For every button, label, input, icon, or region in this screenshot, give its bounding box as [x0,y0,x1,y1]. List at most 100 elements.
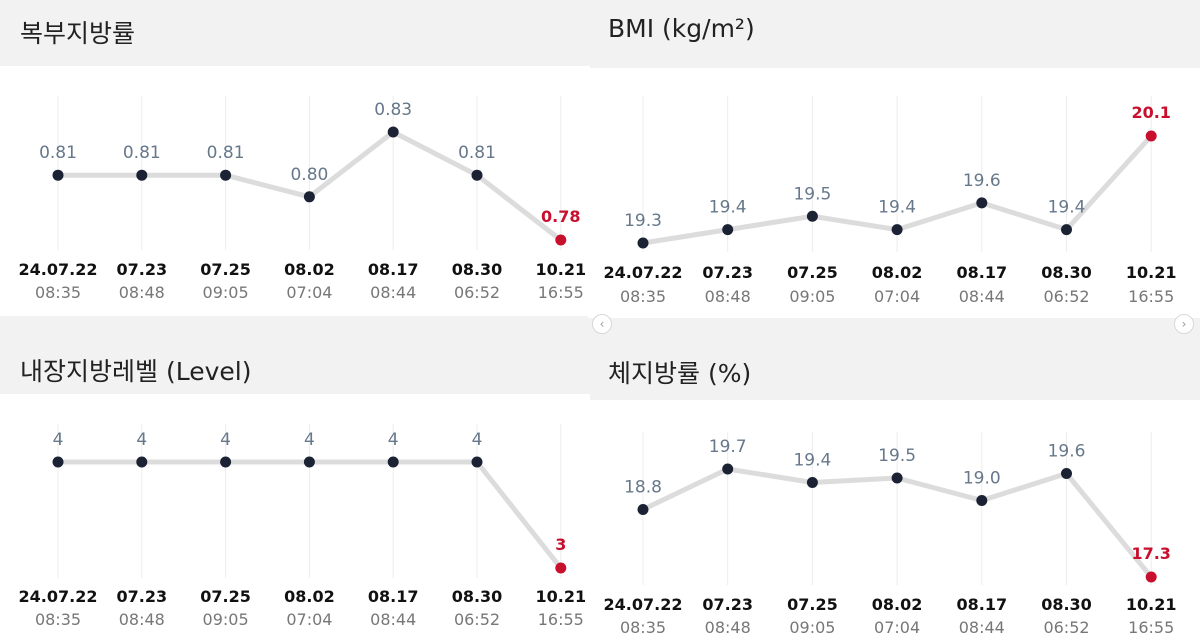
data-label: 0.81 [123,143,161,163]
x-tick-time: 07:04 [874,287,920,306]
chart-panel-abdominal-fat: 복부지방률 0.81 24.07.22 08:35 0.81 07.23 08:48 0.8… [0,0,590,316]
data-label: 0.81 [458,143,496,163]
x-tick-date: 07.25 [787,595,838,614]
x-tick-date: 08.30 [1041,263,1092,282]
chart-title: 복부지방률 [20,19,136,48]
x-tick-time: 06:52 [1043,618,1089,635]
x-tick-date: 07.23 [702,263,753,282]
data-label: 19.4 [1048,198,1086,218]
data-label: 19.6 [1048,442,1086,462]
data-point [891,224,903,236]
data-point [722,463,734,475]
data-point [303,456,315,468]
x-tick-time: 07:04 [286,610,332,629]
bmi-chart: 19.3 24.07.22 08:35 19.4 07.23 08:48 19.5 07.25… [604,96,1177,306]
data-label: 19.7 [709,437,747,457]
data-label: 0.80 [290,165,328,185]
x-tick-date: 08.17 [368,587,419,606]
data-point [52,169,64,181]
chart-card [0,394,590,635]
x-tick-date: 24.07.22 [604,595,683,614]
x-tick-time: 16:55 [538,283,584,302]
chart-title: 내장지방레벨 (Level) [20,357,252,386]
x-tick-date: 08.17 [956,263,1007,282]
x-tick-time: 08:44 [370,283,416,302]
data-label: 4 [53,430,64,450]
data-point [387,126,399,138]
data-label: 3 [555,535,566,554]
x-tick-date: 08.17 [956,595,1007,614]
x-tick-time: 08:48 [119,610,165,629]
x-tick-time: 16:55 [1128,618,1174,635]
chart-card [588,400,1200,635]
x-tick-time: 07:04 [286,283,332,302]
x-tick-date: 08.02 [284,260,335,279]
x-tick-date: 24.07.22 [19,587,98,606]
data-point [303,191,315,203]
data-label: 19.0 [963,469,1001,489]
x-tick-time: 06:52 [454,610,500,629]
x-tick-time: 09:05 [789,618,835,635]
x-tick-time: 09:05 [203,610,249,629]
x-tick-time: 08:44 [959,287,1005,306]
chart-panel-bmi: BMI (kg/m²) 19.3 24.07.22 08:35 19.4 07.23 08… [588,0,1200,334]
data-label: 19.4 [793,451,831,471]
x-tick-date: 08.02 [284,587,335,606]
data-point [976,495,988,506]
x-tick-time: 08:48 [705,618,751,635]
chevron-left-icon[interactable]: ‹ [592,314,612,334]
x-tick-date: 08.30 [452,587,503,606]
body-fat-chart: 18.8 24.07.22 08:35 19.7 07.23 08:48 19.4 07.25… [604,432,1177,635]
data-label: 4 [304,430,315,450]
data-label: 18.8 [624,478,662,498]
data-label: 19.4 [709,198,747,218]
x-tick-date: 10.21 [535,260,586,279]
x-tick-time: 08:35 [620,287,666,306]
data-label: 0.81 [39,143,77,163]
x-tick-time: 08:35 [35,610,81,629]
x-tick-date: 07.23 [116,260,167,279]
x-tick-time: 08:35 [620,618,666,635]
x-tick-date: 08.30 [1041,595,1092,614]
x-tick-time: 16:55 [1128,287,1174,306]
data-point [220,169,232,181]
data-point [471,169,483,181]
data-label: 19.5 [878,446,916,466]
data-point [1145,130,1157,142]
data-label: 19.3 [624,211,662,231]
data-label: 19.6 [963,171,1001,191]
data-label: 20.1 [1131,103,1170,122]
data-label: 19.5 [793,184,831,204]
data-point [136,456,148,468]
data-point [806,477,818,488]
x-tick-time: 08:44 [370,610,416,629]
data-point [387,456,399,468]
data-point [555,234,567,246]
x-tick-date: 08.30 [452,260,503,279]
data-point [471,456,483,468]
data-point [52,456,64,468]
data-label: 4 [388,430,399,450]
chart-panel-body-fat: 체지방률 (%) 18.8 24.07.22 08:35 19.7 07.23 08:48… [588,340,1200,635]
x-tick-date: 07.25 [200,260,251,279]
x-tick-date: 10.21 [1126,595,1177,614]
abdominal-fat-chart: 0.81 24.07.22 08:35 0.81 07.23 08:48 0.81 07.25… [19,96,586,302]
data-point [555,562,567,574]
x-tick-date: 24.07.22 [19,260,98,279]
data-point [891,472,903,484]
data-label: 0.81 [207,143,245,163]
data-label: 0.78 [541,207,580,226]
data-label: 4 [220,430,231,450]
chart-title: 체지방률 (%) [608,359,752,388]
data-label: 17.3 [1131,544,1170,563]
x-tick-date: 07.23 [116,587,167,606]
x-tick-time: 09:05 [789,287,835,306]
data-label: 0.83 [374,100,412,120]
x-tick-date: 08.17 [368,260,419,279]
x-tick-time: 08:44 [959,618,1005,635]
chevron-right-icon[interactable]: › [1174,314,1194,334]
x-tick-date: 07.25 [200,587,251,606]
x-tick-time: 08:48 [705,287,751,306]
x-tick-date: 07.23 [702,595,753,614]
data-point [722,224,734,236]
